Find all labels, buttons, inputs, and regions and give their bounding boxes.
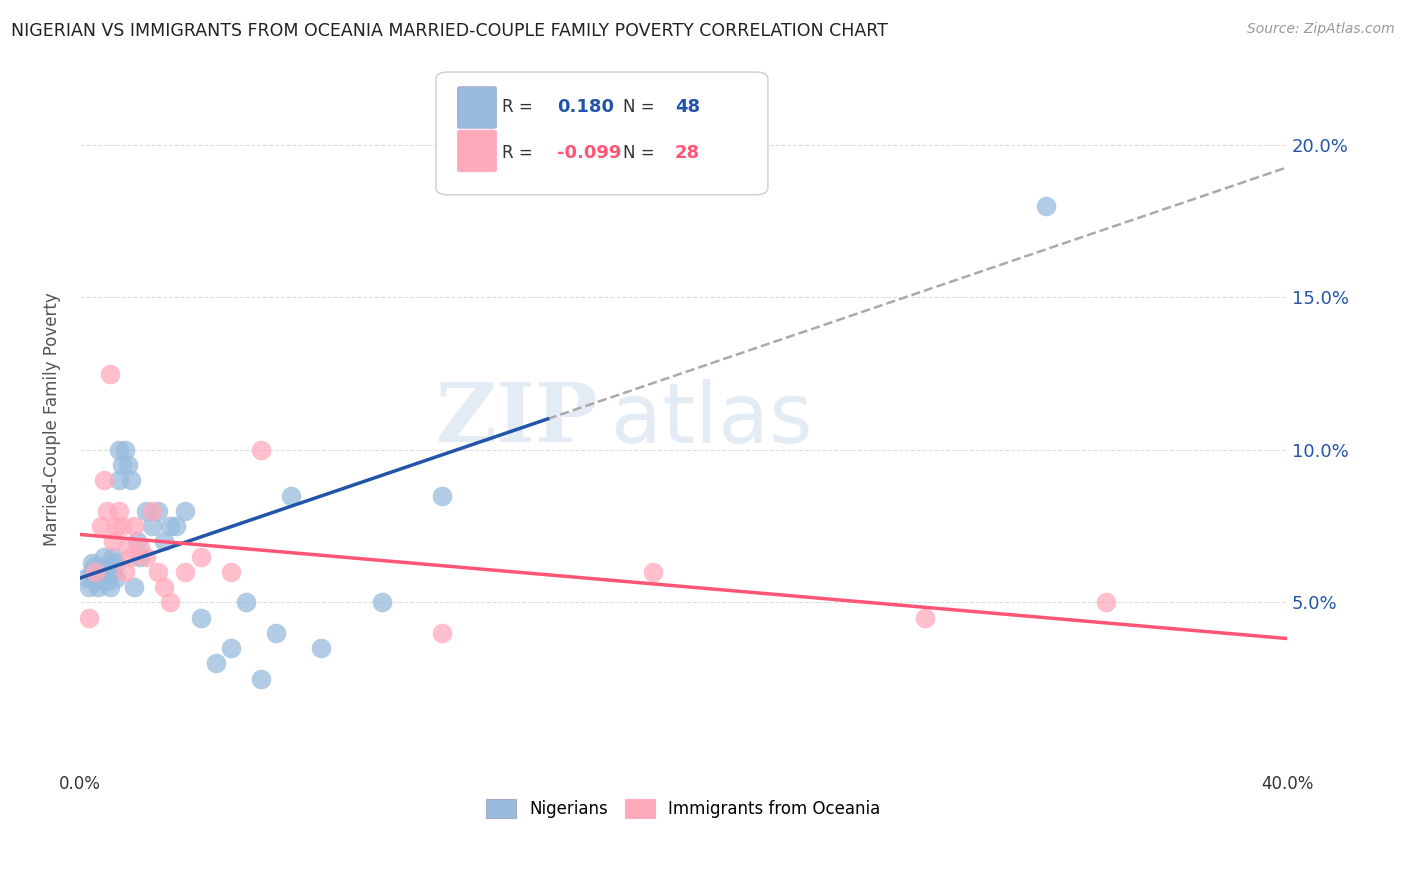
Point xyxy=(165,519,187,533)
Point xyxy=(1095,595,1118,609)
Text: 0.180: 0.180 xyxy=(557,98,613,116)
Point xyxy=(141,504,163,518)
Text: N =: N = xyxy=(623,144,659,161)
Point xyxy=(122,519,145,533)
Point xyxy=(93,549,115,564)
Point xyxy=(1035,199,1057,213)
Point xyxy=(96,574,118,588)
Point xyxy=(80,565,103,579)
Text: N =: N = xyxy=(623,98,659,116)
Point xyxy=(250,672,273,686)
Legend: Nigerians, Immigrants from Oceania: Nigerians, Immigrants from Oceania xyxy=(479,792,887,825)
Point xyxy=(80,556,103,570)
Point xyxy=(129,549,152,564)
Point xyxy=(98,556,121,570)
Point xyxy=(122,580,145,594)
Point xyxy=(430,489,453,503)
Point xyxy=(117,541,139,555)
Text: 48: 48 xyxy=(675,98,700,116)
Point xyxy=(101,534,124,549)
Point xyxy=(98,580,121,594)
Point xyxy=(108,473,131,487)
Point xyxy=(264,625,287,640)
Text: Source: ZipAtlas.com: Source: ZipAtlas.com xyxy=(1247,22,1395,37)
Point xyxy=(190,610,212,624)
Point xyxy=(93,473,115,487)
Text: ZIP: ZIP xyxy=(436,379,599,459)
Point xyxy=(84,574,107,588)
Point xyxy=(93,565,115,579)
Point xyxy=(111,458,134,472)
Text: R =: R = xyxy=(502,98,538,116)
Point xyxy=(105,519,128,533)
Point xyxy=(135,504,157,518)
Point xyxy=(90,571,112,585)
Point xyxy=(96,565,118,579)
Text: NIGERIAN VS IMMIGRANTS FROM OCEANIA MARRIED-COUPLE FAMILY POVERTY CORRELATION CH: NIGERIAN VS IMMIGRANTS FROM OCEANIA MARR… xyxy=(11,22,889,40)
Point xyxy=(120,473,142,487)
Point xyxy=(153,580,176,594)
Point xyxy=(108,504,131,518)
Point xyxy=(204,657,226,671)
Point xyxy=(114,442,136,457)
Point xyxy=(108,442,131,457)
Point xyxy=(77,580,100,594)
Point xyxy=(430,625,453,640)
Point xyxy=(114,565,136,579)
Point xyxy=(105,571,128,585)
Point xyxy=(370,595,392,609)
Point xyxy=(105,556,128,570)
Point xyxy=(90,519,112,533)
Point xyxy=(84,565,107,579)
Point xyxy=(159,595,181,609)
Point xyxy=(101,549,124,564)
Point xyxy=(582,168,605,182)
Point xyxy=(643,565,665,579)
Point xyxy=(101,565,124,579)
Point xyxy=(219,565,242,579)
Point xyxy=(174,504,197,518)
Point xyxy=(148,504,170,518)
Point xyxy=(117,458,139,472)
Point xyxy=(120,549,142,564)
FancyBboxPatch shape xyxy=(436,72,768,194)
Point xyxy=(84,558,107,573)
Point xyxy=(77,610,100,624)
Point xyxy=(141,519,163,533)
Point xyxy=(98,367,121,381)
Text: -0.099: -0.099 xyxy=(557,144,621,161)
Point xyxy=(280,489,302,503)
Y-axis label: Married-Couple Family Poverty: Married-Couple Family Poverty xyxy=(44,293,60,546)
Point xyxy=(159,519,181,533)
Point xyxy=(87,580,110,594)
Point xyxy=(135,549,157,564)
Point xyxy=(235,595,257,609)
Point xyxy=(111,519,134,533)
Point xyxy=(96,504,118,518)
Point xyxy=(914,610,936,624)
Point xyxy=(190,549,212,564)
Text: R =: R = xyxy=(502,144,538,161)
FancyBboxPatch shape xyxy=(458,130,496,171)
Point xyxy=(219,640,242,655)
Point xyxy=(250,442,273,457)
FancyBboxPatch shape xyxy=(458,87,496,128)
Point xyxy=(90,558,112,573)
Point xyxy=(148,565,170,579)
Point xyxy=(153,534,176,549)
Point xyxy=(174,565,197,579)
Text: 28: 28 xyxy=(675,144,700,161)
Point xyxy=(75,571,97,585)
Point xyxy=(129,541,152,555)
Text: atlas: atlas xyxy=(612,379,813,459)
Point xyxy=(311,640,333,655)
Point xyxy=(87,565,110,579)
Point xyxy=(127,534,149,549)
